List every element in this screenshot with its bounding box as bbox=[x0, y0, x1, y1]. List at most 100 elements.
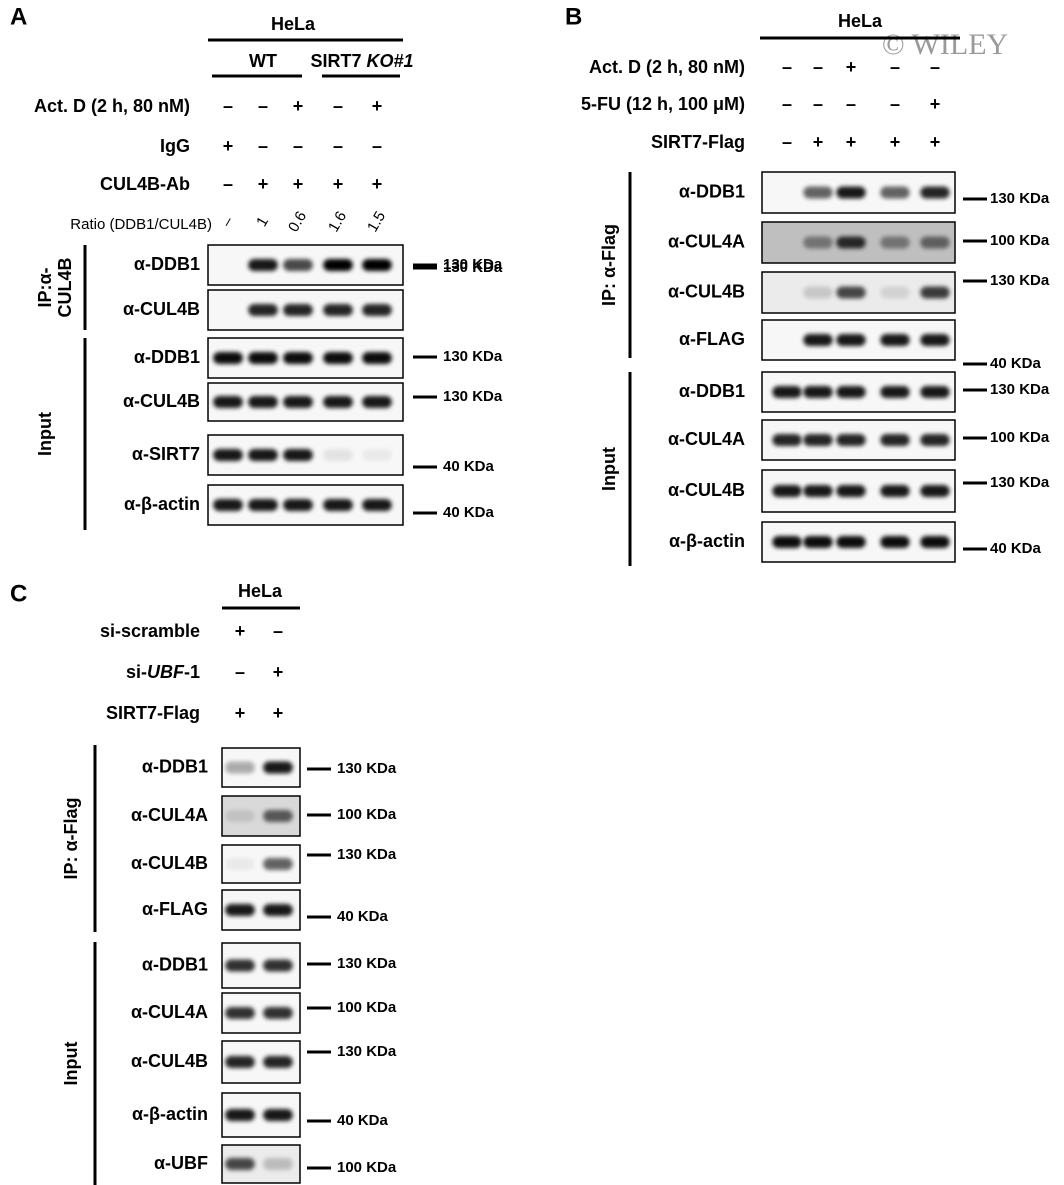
ratio-value: – bbox=[218, 213, 237, 229]
band bbox=[880, 434, 910, 446]
panel-label: B bbox=[565, 3, 582, 30]
antibody-label: α-DDB1 bbox=[679, 181, 745, 201]
condition-sign: + bbox=[293, 96, 304, 116]
condition-sign: + bbox=[235, 703, 246, 723]
section-label: IP:α- bbox=[35, 267, 55, 307]
panel-label: C bbox=[10, 580, 27, 607]
condition-sign: + bbox=[813, 132, 824, 152]
band bbox=[323, 499, 353, 511]
antibody-label: α-FLAG bbox=[679, 329, 745, 349]
section-label: Input bbox=[35, 412, 55, 456]
text-part: Act. D (2 h, 80 nM) bbox=[34, 96, 190, 116]
band bbox=[880, 386, 910, 398]
text-part: IgG bbox=[160, 136, 190, 156]
band bbox=[323, 449, 353, 461]
band bbox=[880, 286, 910, 299]
antibody-label: α-CUL4A bbox=[131, 805, 208, 825]
band bbox=[772, 386, 802, 398]
condition-sign: – bbox=[782, 132, 792, 152]
condition-sign: – bbox=[890, 94, 900, 114]
text-part: -1 bbox=[184, 662, 200, 682]
antibody-label: α-SIRT7 bbox=[132, 444, 200, 464]
condition-sign: + bbox=[333, 174, 344, 194]
band bbox=[362, 396, 392, 408]
band bbox=[920, 386, 950, 398]
band bbox=[836, 434, 866, 446]
band bbox=[225, 810, 255, 822]
band bbox=[213, 396, 243, 408]
band bbox=[803, 186, 833, 199]
band bbox=[248, 304, 278, 316]
condition-sign: + bbox=[846, 132, 857, 152]
band bbox=[836, 236, 866, 249]
marker-label: 40 KDa bbox=[337, 908, 389, 925]
antibody-label: α-CUL4A bbox=[668, 429, 745, 449]
antibody-label: α-DDB1 bbox=[142, 756, 208, 776]
antibody-label: α-DDB1 bbox=[134, 347, 200, 367]
condition-label: SIRT7-Flag bbox=[651, 132, 745, 152]
condition-label: si-scramble bbox=[100, 621, 200, 641]
band bbox=[323, 396, 353, 408]
condition-label: IgG bbox=[160, 136, 190, 156]
section-label: Input bbox=[61, 1042, 81, 1086]
marker-label: 40 KDa bbox=[990, 540, 1042, 557]
marker-label: 130 KDa bbox=[990, 474, 1050, 491]
band bbox=[803, 536, 833, 548]
band bbox=[323, 352, 353, 364]
marker-label: 100 KDa bbox=[337, 1159, 397, 1176]
band bbox=[803, 286, 833, 299]
condition-sign: – bbox=[235, 662, 245, 682]
condition-sign: + bbox=[235, 621, 246, 641]
condition-sign: – bbox=[333, 96, 343, 116]
band bbox=[248, 449, 278, 461]
band bbox=[803, 485, 833, 497]
text-part: SIRT7 bbox=[310, 51, 361, 71]
text-part: WT bbox=[249, 51, 277, 71]
condition-label: 5-FU (12 h, 100 μM) bbox=[581, 94, 745, 114]
band bbox=[920, 485, 950, 497]
condition-label: CUL4B-Ab bbox=[100, 174, 190, 194]
marker-label: 130 KDa bbox=[337, 1043, 397, 1060]
marker-label: 40 KDa bbox=[443, 504, 495, 521]
band bbox=[362, 304, 392, 316]
band bbox=[323, 304, 353, 316]
condition-sign: – bbox=[273, 621, 283, 641]
condition-label: Act. D (2 h, 80 nM) bbox=[589, 57, 745, 77]
condition-sign: + bbox=[372, 96, 383, 116]
band bbox=[283, 396, 313, 408]
band bbox=[836, 485, 866, 497]
band bbox=[772, 434, 802, 446]
condition-sign: – bbox=[813, 94, 823, 114]
band bbox=[803, 434, 833, 446]
subgroup-label: SIRT7 KO#1 bbox=[310, 51, 413, 71]
band bbox=[225, 761, 255, 774]
text-part: SIRT7-Flag bbox=[106, 703, 200, 723]
band bbox=[213, 499, 243, 511]
condition-sign: – bbox=[223, 96, 233, 116]
antibody-label: α-DDB1 bbox=[142, 954, 208, 974]
band bbox=[772, 536, 802, 548]
band bbox=[263, 761, 293, 774]
band bbox=[836, 186, 866, 199]
condition-sign: + bbox=[223, 136, 234, 156]
condition-sign: + bbox=[930, 94, 941, 114]
band bbox=[323, 259, 353, 271]
antibody-label: α-FLAG bbox=[142, 899, 208, 919]
band bbox=[920, 434, 950, 446]
marker-label: 100 KDa bbox=[337, 806, 397, 823]
band bbox=[836, 286, 866, 299]
antibody-label: α-CUL4A bbox=[131, 1002, 208, 1022]
band bbox=[263, 1158, 293, 1170]
marker-label: 130 KDa bbox=[337, 846, 397, 863]
condition-sign: + bbox=[273, 703, 284, 723]
marker-label: 100 KDa bbox=[990, 429, 1050, 446]
ratio-value: 1.5 bbox=[364, 208, 389, 235]
marker-label: 40 KDa bbox=[990, 355, 1042, 372]
antibody-label: α-CUL4B bbox=[668, 480, 745, 500]
text-part: UBF bbox=[147, 662, 185, 682]
condition-sign: – bbox=[258, 96, 268, 116]
band bbox=[836, 334, 866, 346]
antibody-label: α-β-actin bbox=[124, 494, 200, 514]
